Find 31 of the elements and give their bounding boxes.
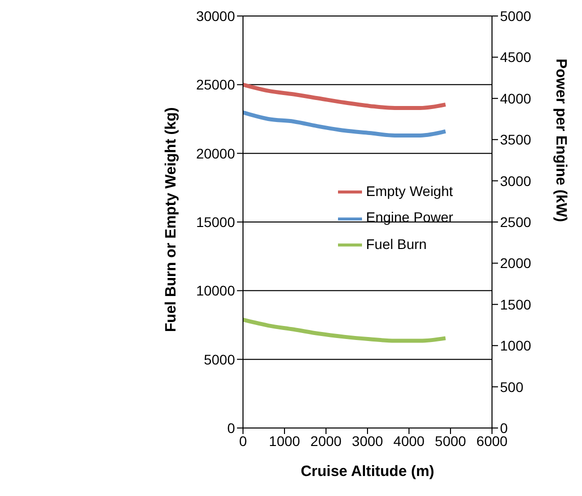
- y-tick-label: 5000: [204, 351, 236, 368]
- y2-tick-label: 4000: [500, 90, 532, 106]
- y-tick-label: 0: [227, 420, 236, 436]
- x-tick-label: 4000: [393, 432, 425, 449]
- x-tick-label: 2000: [310, 432, 342, 449]
- y2-tick-label: 4500: [500, 49, 532, 66]
- line-series: [243, 82, 448, 110]
- legend-label: Empty Weight: [366, 183, 453, 199]
- y2-tick-label: 500: [500, 378, 524, 395]
- y2-tick-label: 5000: [500, 8, 532, 24]
- y-tick-label: 25000: [196, 76, 236, 93]
- x-tick-label: 0: [239, 432, 248, 449]
- y-axis-title: Fuel Burn or Empty Weight (kg): [162, 107, 180, 332]
- x-axis-title: Cruise Altitude (m): [300, 463, 434, 480]
- y2-tick-label: 1000: [500, 338, 532, 354]
- x-tick-label: 5000: [434, 432, 466, 449]
- y2-axis-title: Power per Engine (kW): [552, 58, 570, 222]
- y2-tick-label: 2000: [500, 255, 532, 272]
- y2-tick-label: 3000: [500, 172, 532, 189]
- y2-tick-label: 3500: [500, 132, 532, 148]
- y-tick-label: 10000: [196, 282, 236, 299]
- y-tick-label: 20000: [196, 145, 236, 162]
- x-tick-label: 1000: [268, 432, 300, 449]
- legend-label: Fuel Burn: [366, 236, 427, 252]
- x-tick-label: 3000: [352, 432, 384, 449]
- y-tick-label: 15000: [196, 214, 236, 230]
- line-series: [243, 110, 448, 138]
- y2-tick-label: 1500: [500, 296, 532, 312]
- y2-tick-label: 2500: [500, 214, 532, 230]
- line-series: [243, 318, 448, 343]
- y-tick-label: 30000: [196, 8, 236, 24]
